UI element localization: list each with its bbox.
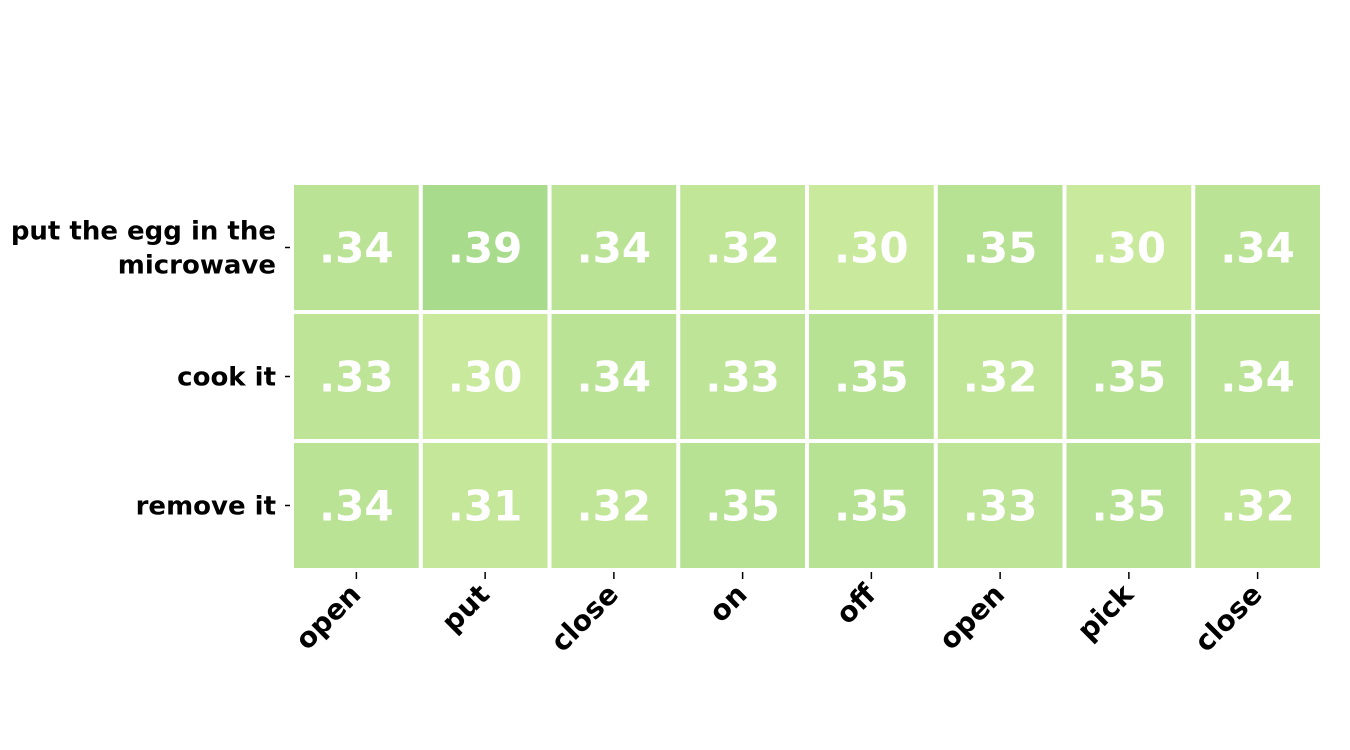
heatmap-cell-value: .33 [963,482,1037,531]
heatmap-cell-value: .34 [577,224,651,273]
heatmap-cell-value: .32 [1220,482,1294,531]
heatmap-cell-value: .32 [705,224,779,273]
heatmap-cell [809,443,934,568]
column-label: on [703,578,754,629]
heatmap-cell [1195,314,1320,439]
heatmap-cell [937,314,1063,439]
heatmap-cell [551,314,677,439]
heatmap-cell-value: .35 [834,353,908,402]
heatmap-cell [937,185,1063,310]
heatmap-cell-value: .33 [705,353,779,402]
heatmap-cell [680,185,805,310]
heatmap-cell-value: .31 [448,482,522,531]
heatmap-cell-value: .35 [1092,353,1166,402]
heatmap-cell-value: .35 [1092,482,1166,531]
heatmap-cell [1066,314,1192,439]
heatmap-cell [294,314,419,439]
heatmap-cell [937,443,1063,568]
heatmap-cell-value: .35 [963,224,1037,273]
heatmap-cell [680,443,805,568]
heatmap-cells: .34 .39 .34 .32 .30 .35 .30 .34 .33 .30 .34 .33 .35.… [294,185,1320,568]
heatmap-cell-value: .39 [448,224,522,273]
row-labels: put the egg in the microwave cook it remove… [11,217,290,522]
heatmap-cell-value: .34 [577,353,651,402]
heatmap-cell-value: .34 [319,224,393,273]
heatmap-cell [422,443,548,568]
column-label: close [544,578,625,659]
heatmap-cell [809,314,934,439]
heatmap-cell [1066,443,1192,568]
heatmap-cell [551,443,677,568]
row-label: microwave [118,251,276,281]
column-label: pick [1071,577,1141,647]
heatmap-cell-value: .34 [1220,353,1294,402]
heatmap-cell-value: .32 [963,353,1037,402]
heatmap-cell [1195,185,1320,310]
heatmap-cell [1066,185,1192,310]
column-label: open [289,578,368,657]
heatmap-cell-value: .32 [577,482,651,531]
heatmap-cell-value: .35 [705,482,779,531]
heatmap-cell-value: .35 [834,482,908,531]
row-label: remove it [136,492,276,522]
column-label: open [932,578,1011,657]
heatmap-cell [809,185,934,310]
row-label: cook it [177,363,276,393]
heatmap-cell-value: .30 [834,224,908,273]
heatmap-cell-value: .34 [1220,224,1294,273]
heatmap-cell [294,185,419,310]
column-labels: open put close on off open pick close [289,572,1269,658]
heatmap-cell-value: .30 [448,353,522,402]
heatmap-cell-value: .33 [319,353,393,402]
column-label: put [435,578,496,639]
row-label: put the egg in the [11,217,276,247]
heatmap-cell [294,443,419,568]
heatmap-cell [422,185,548,310]
heatmap-cell [551,185,677,310]
heatmap-cell-value: .30 [1092,224,1166,273]
column-label: close [1188,578,1269,659]
heatmap-cell-value: .34 [319,482,393,531]
heatmap-cell [422,314,548,439]
column-label: off [829,577,882,630]
heatmap-cell [1195,443,1320,568]
heatmap-cell [680,314,805,439]
